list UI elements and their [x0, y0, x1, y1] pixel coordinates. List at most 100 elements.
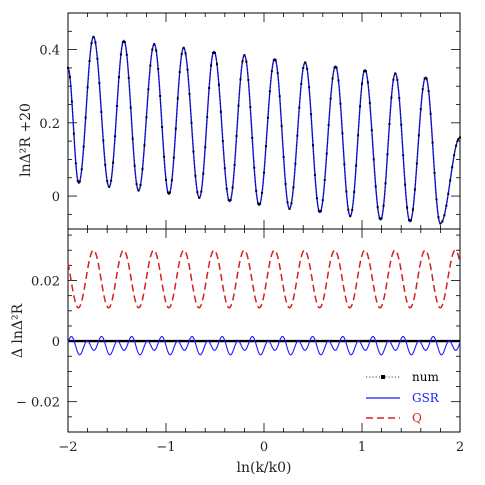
top-num-marker [321, 199, 324, 202]
top-num-marker [415, 162, 418, 165]
top-num-marker [306, 67, 309, 70]
top-num-marker [298, 106, 301, 109]
top-num-marker [114, 135, 117, 138]
top-num-marker [212, 52, 215, 55]
top-num-marker [215, 63, 218, 66]
top-num-marker [312, 144, 314, 147]
top-num-marker [376, 206, 379, 209]
top-num-marker [96, 57, 99, 60]
top-num-marker [317, 209, 320, 212]
top-num-marker [335, 66, 338, 69]
top-num-marker [131, 137, 134, 140]
top-num-marker [188, 93, 191, 96]
top-num-marker [102, 139, 105, 142]
top-num-marker [408, 219, 411, 222]
legend-num-label: num [412, 370, 439, 384]
top-num-marker [100, 110, 103, 113]
top-num-marker [210, 64, 213, 67]
x-tick-label: 0 [260, 440, 268, 455]
top-num-marker [304, 61, 307, 64]
top-num-marker [68, 76, 71, 79]
top-num-marker [278, 95, 281, 98]
top-num-marker [343, 163, 346, 166]
top-num-marker [245, 60, 248, 63]
top-num-marker [398, 96, 401, 99]
top-num-marker [233, 163, 236, 166]
bottom-series-q-line [67, 249, 461, 309]
top-num-marker [345, 190, 348, 193]
top-y-axis-label: lnΔ²R +20 [18, 103, 34, 177]
top-num-marker [72, 132, 75, 135]
top-num-marker [384, 182, 387, 185]
top-num-marker [323, 178, 326, 181]
top-num-marker [341, 132, 344, 135]
top-num-marker [366, 81, 369, 84]
y-tick-label: 0.4 [39, 44, 60, 59]
top-num-marker [435, 198, 438, 201]
top-num-marker [455, 144, 458, 147]
bottom-series [67, 249, 461, 356]
x-tick-label: −1 [156, 440, 175, 455]
top-num-marker [439, 222, 442, 225]
top-num-marker [178, 71, 181, 74]
top-num-marker [206, 116, 209, 119]
top-num-marker [223, 167, 226, 170]
top-num-marker [357, 134, 360, 137]
top-num-marker [429, 112, 432, 115]
top-num-marker [214, 51, 216, 54]
y-tick-label: − 0.02 [16, 396, 60, 411]
top-num-marker [315, 197, 318, 200]
top-num-marker [372, 158, 375, 161]
top-num-marker [268, 90, 271, 93]
top-num-marker [190, 121, 193, 124]
bottom-ticks [67, 229, 461, 433]
y-tick-label: 0 [52, 190, 60, 205]
top-num-marker [427, 90, 430, 93]
bottom-series-gsr-line [67, 335, 461, 356]
top-num-marker [135, 183, 138, 186]
top-num-marker [364, 70, 367, 73]
top-num-marker [123, 41, 126, 44]
top-num-marker [261, 191, 264, 194]
top-num-marker [325, 152, 328, 155]
top-num-marker [272, 59, 275, 62]
top-num-marker [194, 174, 197, 177]
top-num-marker [98, 82, 101, 85]
top-num-marker [380, 217, 383, 220]
top-num-marker [80, 168, 83, 171]
top-num-marker [386, 153, 389, 156]
top-num-marker [182, 46, 185, 49]
top-num-marker [180, 53, 183, 56]
top-num-marker [127, 76, 130, 79]
top-num-marker [457, 138, 460, 141]
top-num-marker [347, 208, 350, 211]
top-num-marker [166, 191, 169, 194]
top-num-marker [362, 70, 365, 73]
top-num-marker [208, 87, 211, 90]
top-num-marker [270, 70, 273, 73]
top-num-marker [257, 202, 260, 205]
top-num-marker [359, 105, 362, 108]
top-num-marker [388, 123, 391, 126]
top-num-marker [351, 208, 354, 211]
top-num-marker [423, 77, 426, 80]
top-num-marker [184, 52, 187, 55]
top-num-marker [119, 53, 122, 56]
top-num-marker [229, 198, 232, 201]
top-num-marker [241, 60, 244, 63]
top-num-marker [413, 188, 416, 191]
top-num-marker [443, 214, 446, 217]
top-num-marker [168, 191, 171, 194]
y-tick-label: 0.2 [39, 117, 60, 132]
x-tick-label: 2 [456, 440, 464, 455]
top-num-marker [227, 199, 230, 202]
top-num-marker [333, 66, 336, 69]
top-num-marker [449, 179, 452, 182]
legend: num GSR Q [366, 370, 440, 425]
bottom-plot-frame [67, 228, 461, 433]
top-num-marker [339, 102, 342, 105]
top-num-marker [192, 150, 195, 153]
top-num-marker [425, 77, 428, 80]
top-num-marker [157, 67, 160, 70]
